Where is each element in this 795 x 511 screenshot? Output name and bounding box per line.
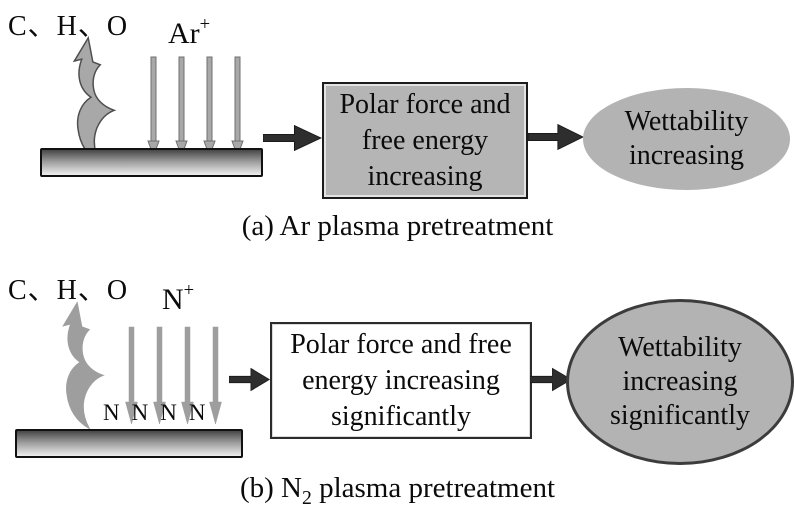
- ion-bombardment-arrow-icon: [181, 326, 194, 425]
- result-ellipse-a: Wettability increasing: [583, 88, 790, 190]
- substrate-bar-a: [40, 148, 263, 177]
- process-box-line: energy increasing: [302, 364, 500, 396]
- flow-arrow-icon: [263, 124, 322, 152]
- process-box-line: Polar force and free: [290, 328, 512, 360]
- process-box-line: free energy: [361, 124, 489, 156]
- desorption-swoosh-arrow-icon: [72, 36, 117, 166]
- process-box-line: significantly: [331, 400, 471, 432]
- result-line: increasing: [628, 140, 745, 171]
- ion-bombardment-arrow-icon: [125, 326, 138, 425]
- implanted-n-labels: N N N N: [103, 400, 206, 426]
- ion-label-n: N+: [162, 280, 195, 317]
- emitted-species-label-b: C、H、O: [8, 275, 129, 306]
- ion-label-ar: Ar+: [168, 14, 211, 51]
- implanted-n-label: N: [188, 400, 206, 425]
- ion-symbol: Ar: [168, 17, 200, 50]
- caption-b: (b) N2 plasma pretreatment: [0, 472, 795, 510]
- caption-prefix: (b) N: [239, 472, 302, 504]
- result-line: Wettability: [624, 106, 749, 137]
- process-box-b: Polar force and free energy increasing s…: [270, 322, 532, 439]
- ion-charge: +: [199, 14, 211, 35]
- flow-arrow-icon: [229, 367, 270, 392]
- result-line: significantly: [610, 400, 750, 431]
- ion-bombardment-arrow-icon: [203, 56, 216, 158]
- caption-suffix: plasma pretreatment: [311, 472, 556, 504]
- process-box-a: Polar force and free energy increasing: [322, 82, 528, 199]
- ion-charge: +: [183, 280, 195, 301]
- result-line: Wettability: [618, 332, 742, 363]
- process-box-line: increasing: [367, 160, 483, 192]
- implanted-n-label: N: [160, 400, 177, 425]
- flow-arrow-icon: [528, 123, 584, 151]
- caption-subscript: 2: [301, 486, 312, 509]
- desorption-swoosh-arrow-icon: [62, 301, 105, 430]
- result-line: increasing: [622, 366, 738, 397]
- implanted-n-label: N: [103, 400, 120, 425]
- caption-a: (a) Ar plasma pretreatment: [241, 210, 554, 242]
- implanted-n-label: N: [131, 400, 149, 425]
- ion-bombardment-arrow-icon: [153, 326, 166, 425]
- ion-symbol: N: [162, 283, 184, 316]
- substrate-bar-b: [15, 429, 243, 458]
- ion-bombardment-arrow-icon: [175, 56, 188, 158]
- ion-bombardment-arrow-icon: [209, 326, 222, 425]
- result-ellipse-b: Wettability increasing significantly: [566, 299, 794, 465]
- ion-bombardment-arrow-icon: [231, 56, 244, 158]
- ion-bombardment-arrow-icon: [147, 56, 160, 158]
- flow-arrow-icon: [530, 367, 572, 392]
- process-box-line: Polar force and: [339, 88, 511, 120]
- emitted-species-label-a: C、H、O: [8, 11, 129, 42]
